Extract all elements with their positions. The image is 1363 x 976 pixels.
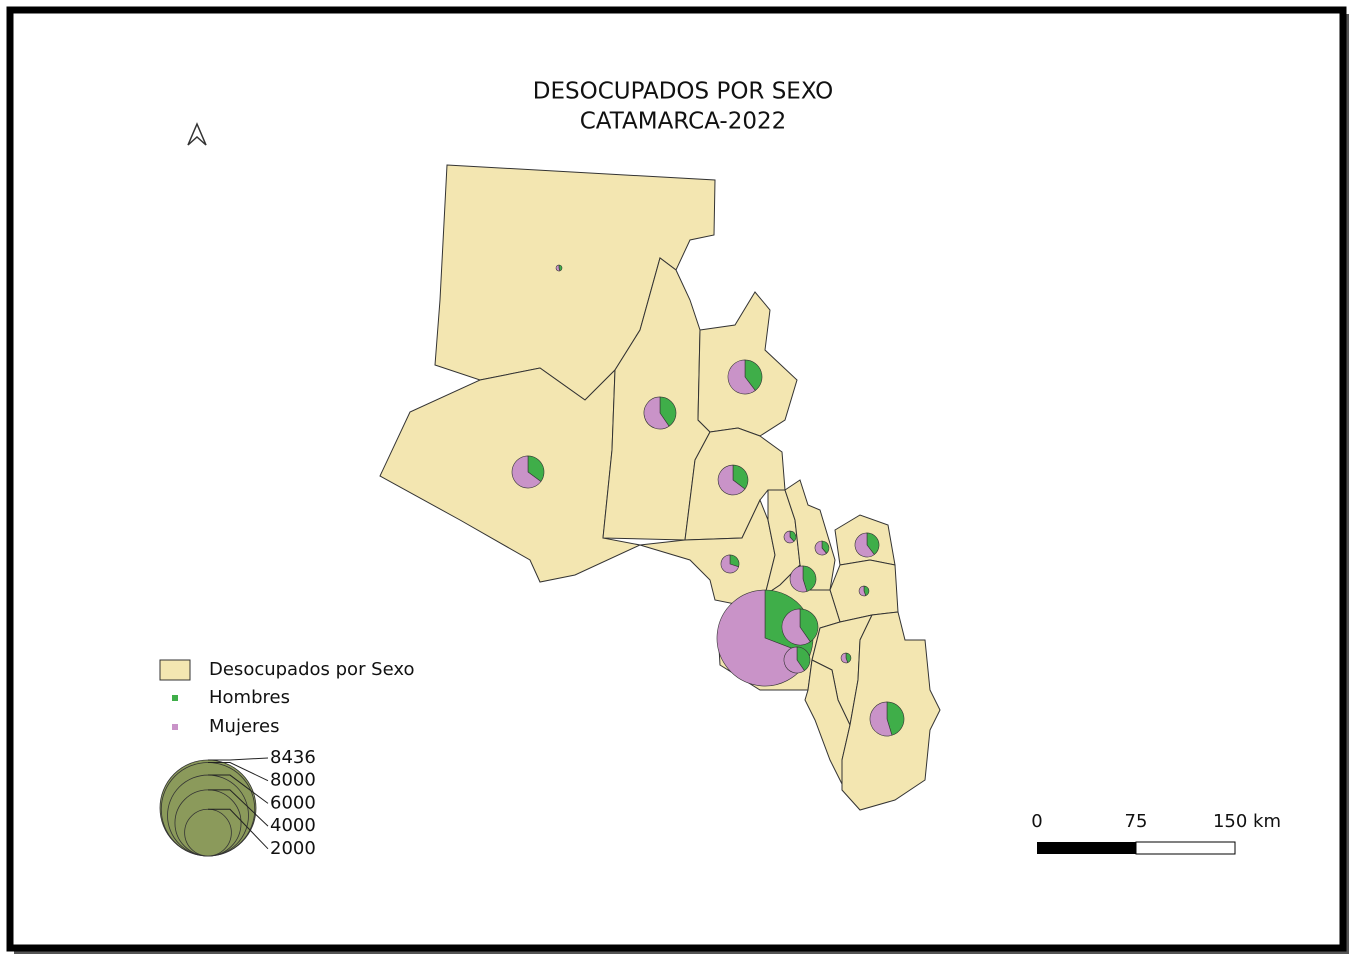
department bbox=[379, 367, 642, 583]
pie-slice bbox=[840, 652, 849, 664]
size-leader bbox=[208, 789, 269, 827]
size-label: 2000 bbox=[270, 838, 316, 859]
size-leader bbox=[208, 774, 269, 804]
pie-slice bbox=[555, 264, 561, 272]
pie-slice bbox=[744, 359, 763, 391]
pie-slice bbox=[854, 532, 875, 558]
legend-swatch bbox=[159, 659, 191, 681]
department bbox=[784, 479, 836, 591]
scale-label: 0 bbox=[1031, 811, 1042, 832]
pie-slice bbox=[783, 530, 795, 544]
size-leader bbox=[208, 762, 269, 782]
pie-slice bbox=[799, 608, 819, 643]
title: DESOCUPADOS POR SEXO bbox=[533, 79, 833, 105]
scale-segment bbox=[1037, 842, 1136, 854]
pie-slice bbox=[659, 396, 677, 427]
pie-slice bbox=[732, 464, 749, 490]
legend-marker bbox=[172, 695, 178, 701]
scale-label: 75 bbox=[1125, 811, 1148, 832]
pie-slice bbox=[858, 585, 867, 597]
pie-slice bbox=[869, 701, 893, 737]
size-label: 4000 bbox=[270, 815, 316, 836]
legend-label: Desocupados por Sexo bbox=[209, 659, 414, 680]
legend-marker bbox=[172, 724, 178, 730]
legend: Hombres Mujeres bbox=[172, 687, 290, 737]
scale-bar: 0 75 150 km bbox=[1031, 811, 1281, 855]
scale-segment bbox=[1135, 841, 1236, 855]
departments bbox=[379, 164, 941, 811]
size-circle bbox=[184, 808, 232, 857]
scale-label: 150 km bbox=[1213, 811, 1281, 832]
pie-slice bbox=[727, 359, 756, 395]
size-label: 6000 bbox=[270, 792, 316, 813]
pie-slice bbox=[789, 565, 808, 593]
pie-slice bbox=[796, 646, 811, 672]
legend-label: Mujeres bbox=[209, 716, 279, 737]
pie-slice bbox=[886, 701, 905, 736]
pie-slice bbox=[802, 565, 817, 592]
pie-slice bbox=[814, 540, 827, 556]
pie-slice bbox=[717, 464, 746, 496]
size-label: 8436 bbox=[270, 747, 316, 768]
pie-slice bbox=[781, 608, 811, 646]
pie-slice bbox=[783, 646, 805, 674]
size-leader bbox=[208, 808, 269, 850]
north-arrow bbox=[187, 122, 207, 146]
size-leader bbox=[208, 757, 269, 761]
pie-slice bbox=[527, 455, 545, 482]
pie-slice bbox=[866, 532, 880, 555]
pies bbox=[511, 264, 905, 737]
size-label: 8000 bbox=[270, 770, 316, 791]
pie-slice bbox=[511, 455, 542, 489]
pie-slice bbox=[720, 554, 739, 574]
pie-slice bbox=[643, 396, 670, 430]
title: CATAMARCA-2022 bbox=[580, 109, 787, 135]
legend-label: Hombres bbox=[209, 687, 290, 708]
